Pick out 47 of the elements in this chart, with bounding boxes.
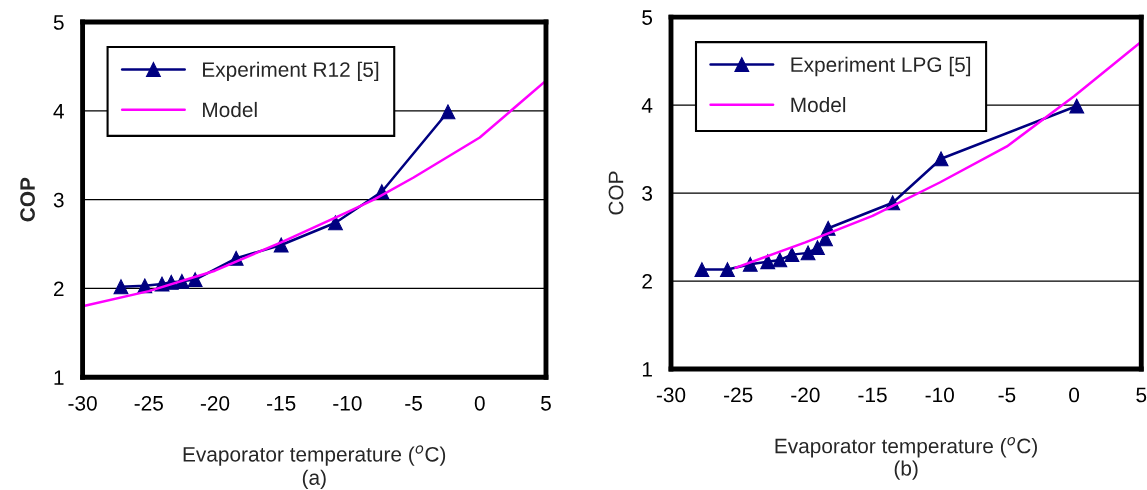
legend-label: Experiment R12 [5] [203,61,379,82]
x-axis-title: Evaporator temperature ($^{o}$C) [775,437,1037,458]
point [772,252,788,268]
x-tick-label: -30 [656,387,686,403]
point [719,262,735,278]
y-axis-title: COP [608,171,624,215]
x-tick-label: -10 [333,395,362,411]
point [809,240,825,256]
x-tick-label: -20 [200,395,230,411]
y-axis-title: COP [20,177,35,222]
legend-label: Model [203,101,257,118]
point [784,247,800,263]
x-tick-label: 0 [474,395,485,411]
y-tick-label: 1 [642,362,652,377]
legend-label: Experiment LPG [5] [791,56,971,77]
x-tick-label: -15 [267,396,296,411]
x-tick-label: 5 [1136,387,1147,403]
y-tick-label: 5 [642,10,653,25]
y-tick-label: 3 [53,192,64,208]
y-tick-label: 4 [53,104,64,119]
y-tick-label: 2 [642,274,652,289]
point [694,262,710,278]
x-tick-label: -25 [134,395,163,411]
point [440,104,456,120]
y-tick-label: 5 [53,15,64,30]
text: (a) [302,469,326,490]
x-tick-label: 5 [541,396,551,411]
x-tick-label: -5 [998,387,1016,403]
line-series [82,79,546,308]
point [1069,98,1085,114]
x-tick-label: -5 [405,396,422,411]
point [760,254,776,270]
point [933,151,949,167]
point [113,279,129,295]
x-tick-label: 0 [1069,387,1080,403]
legend-label: Model [791,96,846,113]
x-tick-label: -10 [925,387,954,403]
x-tick-label: -20 [791,387,820,403]
y-tick-label: 4 [641,98,653,113]
y-tick-label: 1 [54,370,64,385]
y-tick-label: 3 [642,186,653,201]
x-axis-title: Evaporator temperature ($^{o}$C) [183,445,446,466]
x-tick-label: -30 [68,395,97,411]
x-tick-label: -15 [858,387,887,403]
text: (b) [894,460,918,480]
x-tick-label: -25 [724,387,753,403]
y-tick-label: 2 [53,281,64,297]
